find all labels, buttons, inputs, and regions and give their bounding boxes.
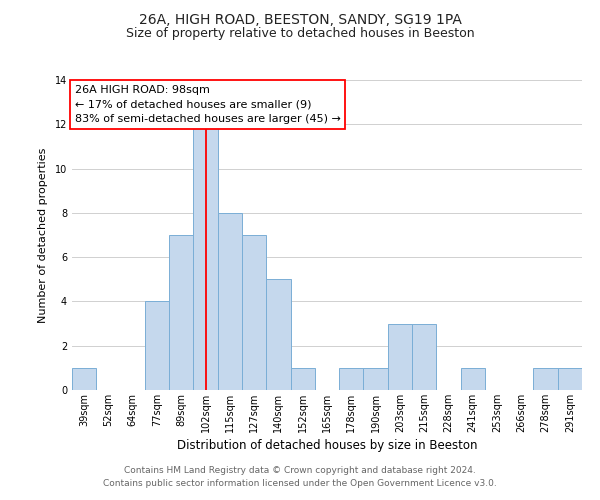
Bar (72, 368, 96, 390)
Bar (193, 124, 218, 390)
Bar (218, 213, 242, 390)
Text: 26A, HIGH ROAD, BEESTON, SANDY, SG19 1PA: 26A, HIGH ROAD, BEESTON, SANDY, SG19 1PA (139, 12, 461, 26)
Bar (461, 368, 485, 390)
Bar (388, 324, 412, 390)
Bar (169, 235, 193, 390)
Bar (412, 324, 436, 390)
Bar (145, 302, 169, 390)
X-axis label: Distribution of detached houses by size in Beeston: Distribution of detached houses by size … (177, 439, 477, 452)
Bar (242, 235, 266, 390)
Bar (364, 368, 388, 390)
Bar (266, 280, 290, 390)
Bar (533, 368, 558, 390)
Text: 26A HIGH ROAD: 98sqm
← 17% of detached houses are smaller (9)
83% of semi-detach: 26A HIGH ROAD: 98sqm ← 17% of detached h… (74, 84, 340, 124)
Text: Contains HM Land Registry data © Crown copyright and database right 2024.
Contai: Contains HM Land Registry data © Crown c… (103, 466, 497, 487)
Bar (339, 368, 364, 390)
Text: Size of property relative to detached houses in Beeston: Size of property relative to detached ho… (125, 28, 475, 40)
Y-axis label: Number of detached properties: Number of detached properties (38, 148, 48, 322)
Bar (290, 368, 315, 390)
Bar (558, 368, 582, 390)
